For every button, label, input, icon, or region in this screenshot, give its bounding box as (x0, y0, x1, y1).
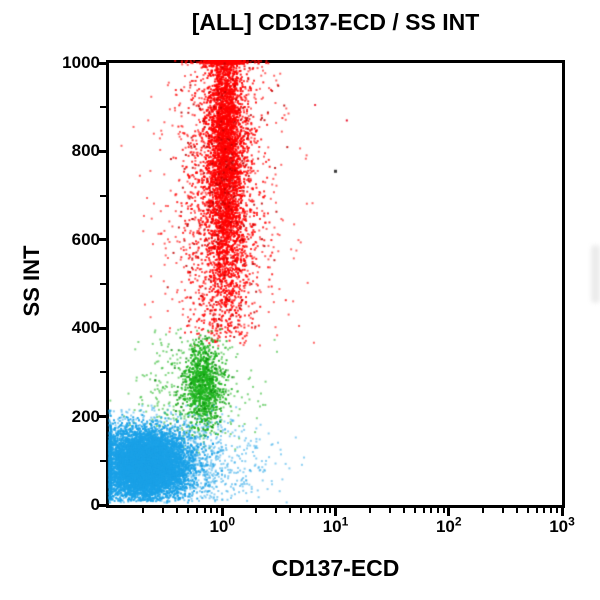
y-axis-title: SS INT (19, 245, 44, 317)
x-minor-tick (309, 508, 312, 513)
x-minor-tick (501, 508, 504, 513)
x-minor-tick (413, 508, 416, 513)
x-major-tick (447, 508, 451, 516)
x-tick-exponent: 0 (228, 514, 236, 529)
x-minor-tick (196, 508, 199, 513)
x-tick-base: 10 (209, 517, 229, 536)
y-tick-label: 600 (71, 229, 100, 249)
x-minor-tick (550, 508, 553, 513)
y-minor-tick (100, 459, 106, 462)
y-major-tick (97, 149, 106, 153)
y-minor-tick (100, 106, 106, 109)
x-minor-tick (329, 508, 332, 513)
x-minor-tick (368, 508, 371, 513)
scatter-canvas (106, 60, 565, 508)
y-minor-tick (100, 194, 106, 197)
x-axis-title: CD137-ECD (271, 555, 400, 581)
x-minor-tick (430, 508, 433, 513)
x-major-tick (220, 508, 224, 516)
x-tick-label: 101 (310, 514, 362, 537)
chart-title: [ALL] CD137-ECD / SS INT (191, 9, 480, 35)
x-major-tick (334, 508, 337, 516)
x-tick-base: 10 (435, 517, 455, 536)
y-minor-tick (100, 371, 106, 374)
x-minor-tick (216, 508, 219, 513)
x-tick-exponent: 3 (568, 514, 575, 529)
x-minor-tick (442, 508, 445, 513)
y-tick-label: 1000 (62, 53, 100, 72)
x-tick-label: 102 (423, 514, 475, 537)
x-minor-tick (142, 508, 145, 513)
x-minor-tick (436, 508, 439, 513)
x-tick-base: 10 (322, 517, 342, 536)
y-minor-tick (100, 283, 106, 285)
x-minor-tick (388, 508, 391, 513)
x-minor-tick (402, 508, 405, 513)
x-minor-tick (176, 508, 179, 513)
x-tick-exponent: 1 (341, 514, 349, 529)
x-minor-tick (187, 508, 190, 513)
y-tick-label: 200 (71, 406, 100, 426)
y-tick-label: 800 (71, 141, 100, 161)
y-major-tick (97, 61, 106, 65)
x-minor-tick (543, 508, 546, 513)
x-major-tick (560, 508, 564, 516)
x-tick-label: 100 (196, 514, 248, 537)
x-minor-tick (210, 508, 213, 513)
x-minor-tick (515, 508, 518, 513)
y-tick-label: 400 (71, 318, 100, 338)
x-minor-tick (555, 508, 558, 513)
x-tick-exponent: 2 (454, 514, 462, 529)
x-minor-tick (162, 508, 165, 513)
x-minor-tick (481, 508, 484, 513)
x-minor-tick (300, 508, 303, 513)
x-minor-tick (275, 508, 278, 513)
x-minor-tick (203, 508, 206, 513)
y-major-tick (97, 326, 106, 330)
x-minor-tick (255, 508, 258, 513)
y-major-tick (97, 415, 106, 419)
x-tick-label: 103 (536, 514, 588, 537)
edge-artifact (591, 245, 600, 303)
x-minor-tick (422, 508, 425, 513)
x-minor-tick (289, 508, 292, 513)
y-major-tick (97, 238, 106, 242)
y-major-tick (97, 503, 106, 507)
x-minor-tick (316, 508, 319, 513)
x-minor-tick (526, 508, 529, 513)
x-minor-tick (535, 508, 538, 513)
y-tick-label: 0 (90, 495, 100, 514)
x-tick-base: 10 (549, 517, 569, 536)
x-minor-tick (323, 508, 326, 513)
